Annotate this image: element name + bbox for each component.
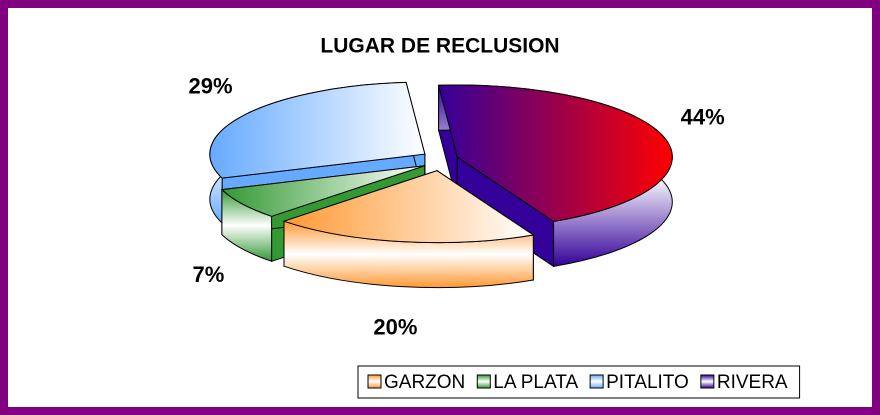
legend-label: GARZON [384, 372, 465, 393]
legend-label: LA PLATA [493, 372, 578, 393]
legend-swatch [476, 374, 491, 389]
slice [282, 170, 535, 244]
legend-swatch [700, 374, 715, 389]
data-label: 7% [193, 262, 225, 287]
slice [220, 165, 425, 217]
data-label: 44% [681, 104, 725, 129]
legend-label: PITALITO [606, 372, 689, 393]
chart-title: LUGAR DE RECLUSION [320, 35, 559, 58]
legend [357, 365, 801, 399]
data-label: 20% [373, 315, 417, 340]
data-label: 29% [188, 73, 232, 98]
slice [437, 84, 673, 222]
slice [209, 81, 426, 179]
legend-swatch [367, 374, 382, 389]
legend-label: RIVERA [717, 372, 788, 393]
legend-swatch [589, 374, 604, 389]
